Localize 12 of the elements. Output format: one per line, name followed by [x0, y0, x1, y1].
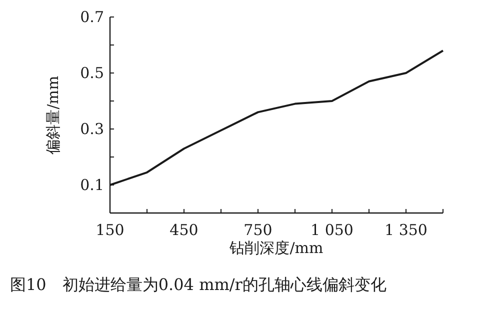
x-tick-label: 150	[96, 221, 124, 239]
y-tick-label: 0.1	[80, 176, 104, 194]
caption: 图10 初始进给量为0.04 mm/r的孔轴心线偏斜变化	[10, 275, 386, 294]
y-axis-title: 偏斜量/mm	[44, 76, 62, 154]
y-tick-label: 0.7	[80, 8, 104, 26]
y-tick-label: 0.5	[80, 64, 104, 82]
x-tick-label: 1 050	[310, 221, 354, 239]
x-tick-label: 750	[244, 221, 272, 239]
x-axis-title: 钻削深度/mm	[228, 239, 324, 257]
y-tick-label: 0.3	[80, 120, 104, 138]
x-tick-label: 1 350	[384, 221, 428, 239]
x-tick-label: 450	[170, 221, 198, 239]
